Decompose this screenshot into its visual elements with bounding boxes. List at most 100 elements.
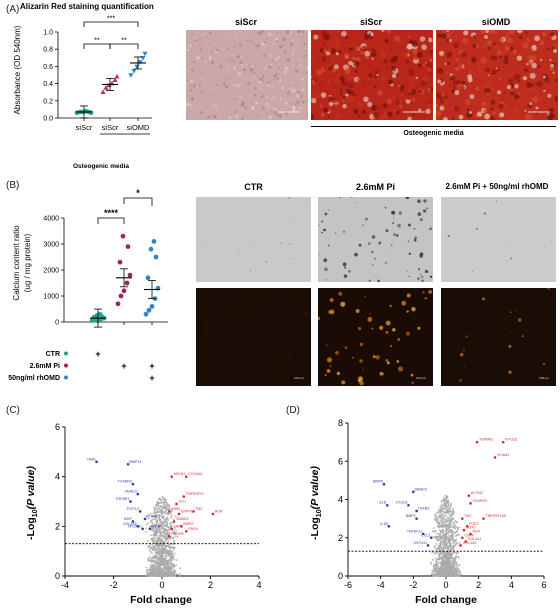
panel-b-dot: [149, 304, 155, 309]
panel-c-down-gene-label: TGFBR3: [118, 480, 132, 484]
panel-a-dot: [88, 110, 94, 116]
panel-b-condition-label: 50ng/ml rhOMD: [8, 375, 60, 382]
panel-b-dot: [145, 275, 151, 281]
panel-label-c: (C): [6, 405, 20, 416]
panel-d-up-gene-label: NYOZ3: [505, 438, 517, 442]
panel-c-up-gene-label: TNC: [196, 507, 204, 511]
panel-b-dot: [124, 280, 130, 286]
panel-b-sig-label: ****: [104, 208, 119, 218]
panel-c-up-gene-label: CLU: [179, 499, 187, 503]
panel-d-down-gene-label: IL1B: [379, 501, 387, 505]
panel-a-ylabel: Absorbance (OD 540nm): [13, 25, 22, 114]
panel-c-up-gene-label: PDGFB: [171, 532, 184, 536]
panel-a-sig-bracket: [83, 21, 139, 27]
panel-d-volcano: -Log10(P value) Fold change -6 -4 -2 0 2 4 6 0 2…: [309, 418, 547, 606]
panel-c-ytick-label: 6: [55, 422, 60, 432]
panel-b-ylabel-2: (ug / mg protein): [23, 233, 32, 292]
panel-b-image-label-1: CTR: [244, 182, 263, 192]
panel-a-dot: [128, 73, 134, 78]
panel-b-condition-dot: [64, 363, 68, 368]
panel-d-down-gene-label: TGFB2: [418, 506, 430, 510]
panel-c-up-gene-label: PRG4: [188, 527, 198, 531]
panel-a-ytick-label: 1.0: [43, 30, 53, 37]
panel-b-condition-label: CTR: [46, 351, 60, 358]
panel-d-down-gene-label: TNFSF11: [407, 529, 422, 533]
panel-c-down-gene-label: TGFBR1: [115, 497, 129, 501]
panel-c-up-gene-label: BMP2: [183, 522, 193, 526]
panel-a-ytick-label: 0.4: [43, 81, 53, 88]
pi-brightfield-image: [318, 197, 433, 282]
panel-d-up-gene-label: ACTN2: [471, 491, 483, 495]
panel-d-down-gene-label: IL1B: [380, 522, 388, 526]
panel-c-up-gene-label: FBN1: [171, 507, 180, 511]
panel-b-ytick-label: 0: [55, 320, 59, 327]
panel-d-down-gene-label: CCL2: [421, 533, 430, 537]
panel-c-up-gene-label: LRP5: [174, 524, 183, 528]
panel-d-up-gene-label: TGFBR1: [479, 438, 493, 442]
panel-d-ytick-label: 8: [338, 418, 343, 428]
panel-a-xtick-label: siScr: [76, 123, 93, 132]
panel-d-down-gene-label: SMAD3: [414, 487, 426, 491]
panel-b-ylabel-1: Calcium content ratio: [12, 225, 21, 301]
panel-b-dot: [153, 254, 159, 260]
panel-d-xtick-label: 0: [443, 580, 448, 590]
panel-a-sig-bracket: [109, 43, 139, 49]
panel-label-d: (D): [286, 405, 300, 416]
panel-b-plot: Calcium content ratio (ug / mg protein) …: [8, 188, 168, 383]
panel-b-dot: [151, 239, 157, 244]
panel-a-ytick-label: 0.8: [43, 47, 53, 54]
panel-b-ytick-label: 3000: [43, 242, 59, 249]
panel-c-up-gene-label: COL4A4: [188, 472, 202, 476]
panel-b-plus-mark: +: [149, 373, 154, 383]
panel-b-dot: [115, 301, 121, 307]
panel-d-xtick-label: 6: [541, 580, 546, 590]
panel-b-dot: [97, 311, 103, 317]
panel-a-image-bracket: [311, 126, 556, 127]
panel-a-plot: Alizarin Red staining quantification Abs…: [13, 2, 154, 170]
panel-d-down-gene-label: BMP6: [373, 480, 383, 484]
pi-scalebar-label: 1000 μm: [416, 377, 426, 380]
panel-c-xlabel: Fold change: [130, 594, 192, 606]
panel-d-ytick-label: 4: [338, 495, 343, 505]
panel-a-ytick-label: 0.6: [43, 64, 53, 71]
panel-b-sig-bracket: [123, 197, 153, 206]
panel-b-sig-bracket: [97, 217, 125, 224]
panel-d-up-gene-label: NOV: [473, 529, 481, 533]
panel-a-dot: [112, 77, 118, 82]
panel-a-dot: [142, 51, 148, 57]
panel-b-dot: [121, 288, 127, 294]
pi-fluorescence-image: 1000 μm: [318, 288, 433, 386]
panel-b-dot: [127, 272, 133, 278]
panel-d-down-gene-label: BMP2: [406, 514, 416, 518]
pi-rhomd-brightfield-image: [441, 197, 556, 282]
panel-a-dot: [114, 73, 120, 79]
panel-b-plus-mark: +: [95, 349, 100, 359]
panel-d-xlabel: Fold change: [415, 594, 477, 606]
panel-c-ytick-label: 2: [55, 521, 60, 531]
panel-d-xtick-label: 2: [476, 580, 481, 590]
panel-a-dot: [100, 89, 106, 94]
panel-c-down-gene-label: SPARC: [151, 524, 164, 528]
panel-a-dot: [134, 64, 140, 70]
panel-d-xtick-label: -2: [409, 580, 417, 590]
panel-b-dot: [146, 307, 152, 313]
panel-d-up-gene-label: VCAM1: [497, 453, 509, 457]
panel-c-down-gene-label: OMD: [87, 457, 96, 461]
panel-b-condition-label: 2.6mM Pi: [30, 363, 60, 370]
panel-c-xtick-label: -2: [109, 580, 117, 590]
panel-d-down-gene-label: MYOCD: [414, 541, 428, 545]
panel-b-image-label-2: 2.6mM Pi: [355, 182, 395, 192]
panel-a-sig-label: **: [94, 38, 100, 45]
panel-c-volcano: -Log10(P value) Fold change -4 -2 0 2 40246 …: [25, 422, 262, 606]
panel-b-dot: [125, 244, 131, 249]
panel-a-xtick-label: siScr: [102, 123, 119, 132]
panel-a-image-label-3: siOMD: [481, 17, 511, 27]
panel-b-dot: [120, 233, 126, 239]
panel-b-dot: [143, 311, 149, 317]
panel-c-down-gene-label: CTHRC1: [146, 514, 161, 518]
panel-c-up-gene-label: ENPP1: [181, 509, 193, 513]
panel-c-down-gene-label: MGP: [124, 517, 133, 521]
panel-d-xtick-label: -6: [344, 580, 352, 590]
panel-b-condition-dot: [64, 351, 68, 356]
ctr-brightfield-image: [196, 197, 311, 282]
